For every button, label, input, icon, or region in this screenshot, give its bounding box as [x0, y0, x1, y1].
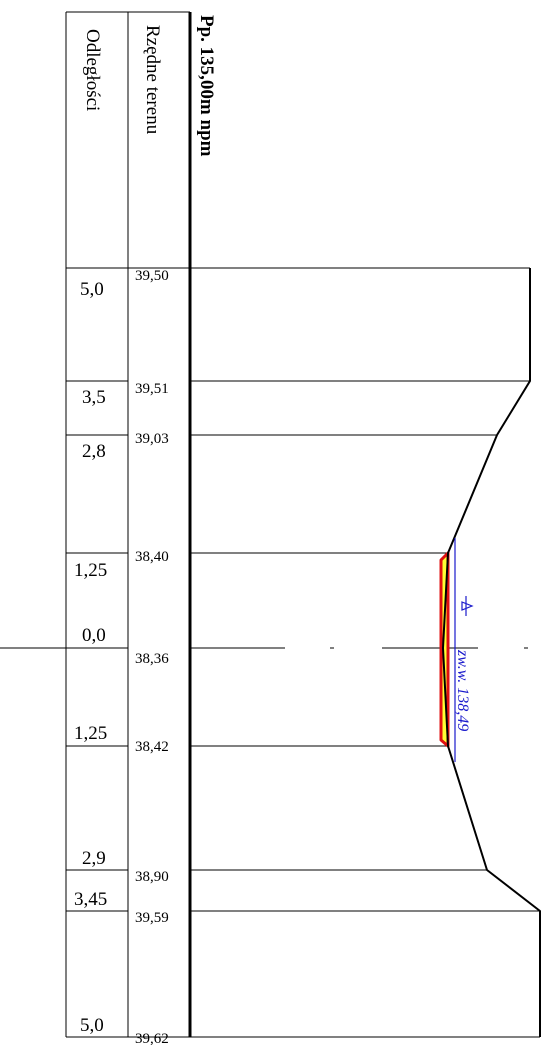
ground-profile-line: [442, 268, 541, 1037]
elevation-label: 38,90: [135, 869, 169, 885]
water-level-marker: [454, 538, 474, 762]
table-frame: [65, 11, 192, 1038]
distance-label: 1,25: [74, 723, 107, 744]
water-level-label: zw.w. 138,49: [454, 649, 471, 731]
water-level-triangle-icon: [461, 601, 474, 611]
elevation-label: 38,42: [135, 739, 169, 755]
distance-label: 5,0: [80, 279, 104, 300]
elevation-label: 39,03: [135, 431, 169, 447]
distance-label: 1,25: [74, 560, 107, 581]
distance-label: 3,5: [82, 387, 106, 408]
elevation-label: 39,50: [135, 268, 169, 284]
station-leaders: [190, 267, 540, 1038]
elevation-label: 38,36: [135, 651, 169, 667]
distance-ticks: [66, 380, 128, 912]
elevation-labels: 39,50 39,51 39,03 38,40 38,36 38,42 38,9…: [135, 268, 169, 1045]
distance-label: 2,9: [82, 848, 106, 869]
elevation-label: 39,51: [135, 381, 169, 397]
elevation-label: 38,40: [135, 549, 169, 565]
section-title: Pp. 135,00m npm: [196, 15, 217, 157]
elevations-column-header: Rzędne terenu: [142, 25, 163, 135]
distance-label: 5,0: [80, 1015, 104, 1036]
distance-label: 3,45: [74, 889, 107, 910]
distance-label: 2,8: [82, 441, 106, 462]
distance-label: 0,0: [82, 625, 106, 646]
distances-column-header: Odległości: [82, 29, 103, 111]
distance-labels: 5,0 3,5 2,8 1,25 0,0 1,25 2,9 3,45 5,0: [74, 279, 107, 1036]
elevation-label: 39,62: [135, 1031, 169, 1045]
elevation-label: 39,59: [135, 910, 169, 926]
